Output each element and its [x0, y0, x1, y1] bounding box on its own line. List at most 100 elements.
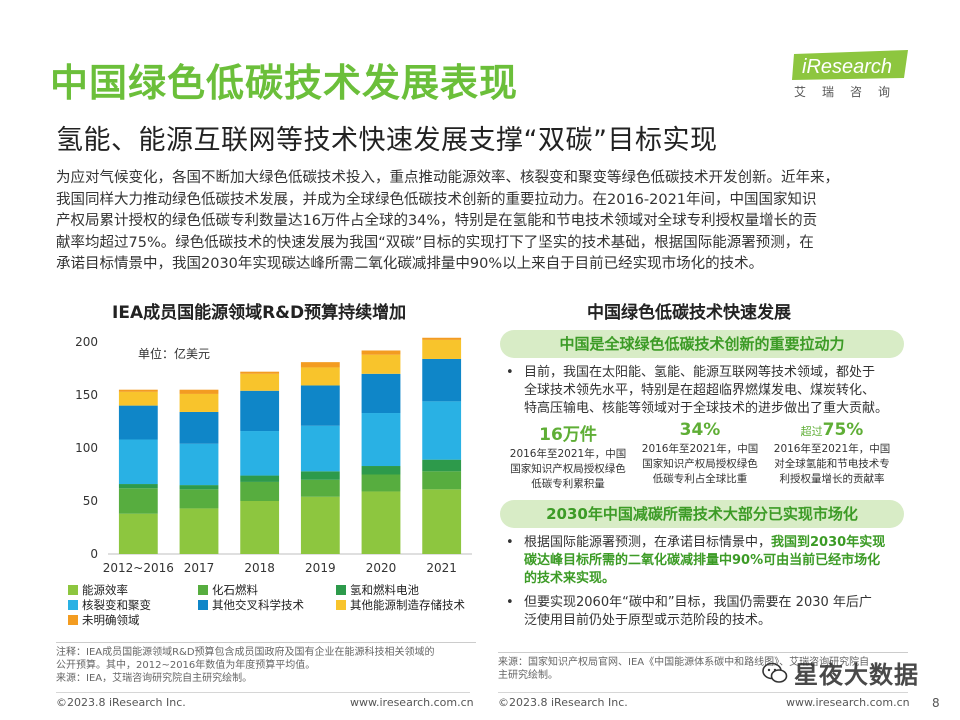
legend-item: 其他能源制造存储技术 [336, 597, 465, 613]
bar-segment [361, 474, 401, 492]
legend-item: 未明确领域 [68, 612, 140, 628]
bar-segment [118, 391, 158, 406]
wechat-icon [762, 662, 788, 683]
x-tick-label: 2020 [366, 561, 397, 575]
bar-segment [422, 489, 462, 554]
legend-label: 其他交叉科学技术 [212, 598, 304, 612]
bar-segment [240, 431, 280, 476]
y-tick-label: 50 [83, 494, 98, 508]
bar-segment [240, 481, 280, 501]
legend-label: 氢和燃料电池 [350, 583, 419, 597]
watermark: 星夜大数据 [762, 655, 919, 690]
bar-segment [361, 373, 401, 414]
bullet-line: 泛使用目前仍处于原型或示范阶段的技术。 [524, 613, 772, 628]
bar-segment [118, 439, 158, 485]
y-tick-label: 0 [90, 547, 98, 561]
bar-segment [240, 390, 280, 432]
bar-segment [300, 385, 340, 426]
intro-line: 我国同样大力推动绿色低碳技术发展，并成为全球绿色低碳技术创新的重要拉动力。在20… [56, 191, 817, 208]
footer-url-link[interactable]: www.iresearch.com.cn [350, 696, 474, 709]
x-tick-label: 2012~2016 [103, 561, 174, 575]
stat-contribution-rate: 超过75% 2016年至2021年，中国 对全球氢能和节电技术专 利授权量增长的贡献… [770, 420, 894, 487]
stat-global-share: 34% 2016年至2021年，中国 国家知识产权局授权绿色 低碳专利占全球比重 [638, 420, 762, 487]
bar-segment [179, 485, 219, 490]
legend-swatch [198, 600, 208, 610]
x-tick-label: 2019 [305, 561, 336, 575]
bar-segment [361, 354, 401, 374]
source-divider [498, 652, 908, 653]
legend-item: 核裂变和聚变 [68, 597, 151, 613]
legend-label: 能源效率 [82, 583, 128, 597]
bar-segment [422, 459, 462, 472]
legend-item: 能源效率 [68, 582, 128, 598]
bullet-dot: • [506, 595, 514, 610]
bar-segment [300, 425, 340, 472]
chart-unit-label: 单位：亿美元 [138, 346, 210, 361]
legend-label: 未明确领域 [82, 613, 140, 627]
bullet-dot: • [506, 365, 514, 380]
bullet-item: • 根据国际能源署预测，在承诺目标情景中，我国到2030年实现 碳达峰目标所需的… [506, 534, 906, 588]
legend-label: 化石燃料 [212, 583, 258, 597]
bullet-line: 特高压输电、核能等领域对于全球技术的进步做出了重大贡献。 [524, 401, 889, 416]
highlight-banner: 2030年中国减碳所需技术大部分已实现市场化 [500, 500, 904, 528]
bar-segment [300, 479, 340, 497]
bar-segment [118, 484, 158, 489]
bar-segment [179, 393, 219, 412]
chart-note: 注释：IEA成员国能源领域R&D预算包含成员国政府及国有企业在能源科技相关领域的… [56, 646, 476, 685]
footer-url-link[interactable]: www.iresearch.com.cn [786, 696, 910, 709]
source-line: 主研究绘制。 [498, 670, 558, 681]
stat-value: 34% [679, 420, 721, 440]
legend-label: 其他能源制造存储技术 [350, 598, 465, 612]
bullet-line: 全球技术领先水平，特别是在超超临界燃煤发电、煤炭转化、 [524, 383, 876, 398]
intro-paragraph: 为应对气候变化，各国不断加大绿色低碳技术投入，重点推动能源效率、核裂变和聚变等绿… [56, 168, 918, 276]
legend-item: 其他交叉科学技术 [198, 597, 304, 613]
x-tick-label: 2021 [426, 561, 457, 575]
legend-label: 核裂变和聚变 [82, 598, 151, 612]
legend-swatch [198, 585, 208, 595]
bar-segment [118, 405, 158, 440]
page-title: 中国绿色低碳技术发展表现 [50, 61, 519, 105]
intro-line: 献率均超过75%。绿色低碳技术的快速发展为我国“双碳”目标的实现打下了坚实的技术… [56, 234, 814, 251]
bar-segment [179, 443, 219, 486]
legend-swatch [68, 600, 78, 610]
bar-segment [300, 362, 340, 368]
bar-segment [361, 466, 401, 475]
footer-copyright: ©2023.8 iResearch Inc. [56, 696, 186, 709]
y-tick-label: 200 [75, 335, 98, 349]
bar-segment [118, 513, 158, 554]
legend-swatch [336, 600, 346, 610]
bar-segment [300, 471, 340, 480]
highlight-banner: 中国是全球绿色低碳技术创新的重要拉动力 [500, 330, 904, 358]
intro-line: 为应对气候变化，各国不断加大绿色低碳技术投入，重点推动能源效率、核裂变和聚变等绿… [56, 170, 839, 186]
y-tick-label: 150 [75, 388, 98, 402]
bar-segment [179, 489, 219, 509]
note-divider [56, 642, 476, 643]
bar-segment [240, 475, 280, 482]
note-line: 来源：IEA，艾瑞咨询研究院自主研究绘制。 [56, 673, 253, 684]
stat-patents-total: 16万件 2016年至2021年，中国 国家知识产权局授权绿色 低碳专利累积量 [506, 420, 630, 492]
bar-segment [422, 339, 462, 359]
iresearch-logo: iResearch 艾瑞咨询 [790, 48, 915, 100]
stat-description: 2016年至2021年，中国 对全球氢能和节电技术专 利授权量增长的贡献率 [773, 443, 891, 485]
right-source-note: 来源：国家知识产权局官网、IEA《中国能源体系碳中和路线图》、艾瑞咨询研究院自 … [498, 656, 869, 682]
bar-segment [179, 411, 219, 444]
legend-item: 化石燃料 [198, 582, 258, 598]
legend-swatch [336, 585, 346, 595]
bullet-line: 碳达峰目标所需的二氧化碳减排量中90%可由当前已经市场化 [524, 553, 881, 568]
stat-description: 2016年至2021年，中国 国家知识产权局授权绿色 低碳专利占全球比重 [641, 443, 759, 485]
stat-description: 2016年至2021年，中国 国家知识产权局授权绿色 低碳专利累积量 [509, 448, 627, 490]
bullet-dot: • [506, 535, 514, 550]
bar-segment [422, 337, 462, 340]
bar-segment [300, 496, 340, 554]
iresearch-logo-mark: iResearch [792, 50, 908, 80]
intro-line: 产权局累计授权的绿色低碳专利数量达16万件占全球的34%，特别是在氢能和节电技术… [56, 213, 818, 229]
note-line: 公开预算。其中，2012~2016年数值为年度预算平均值。 [56, 660, 316, 671]
footer-rule [498, 692, 908, 693]
bar-segment [179, 389, 219, 394]
bar-segment [361, 413, 401, 467]
right-panel-title: 中国绿色低碳技术快速发展 [587, 303, 791, 323]
bar-segment [240, 371, 280, 374]
bar-segment [240, 501, 280, 554]
bar-segment [300, 367, 340, 386]
page-subtitle: 氢能、能源互联网等技术快速发展支撑“双碳”目标实现 [56, 125, 718, 156]
